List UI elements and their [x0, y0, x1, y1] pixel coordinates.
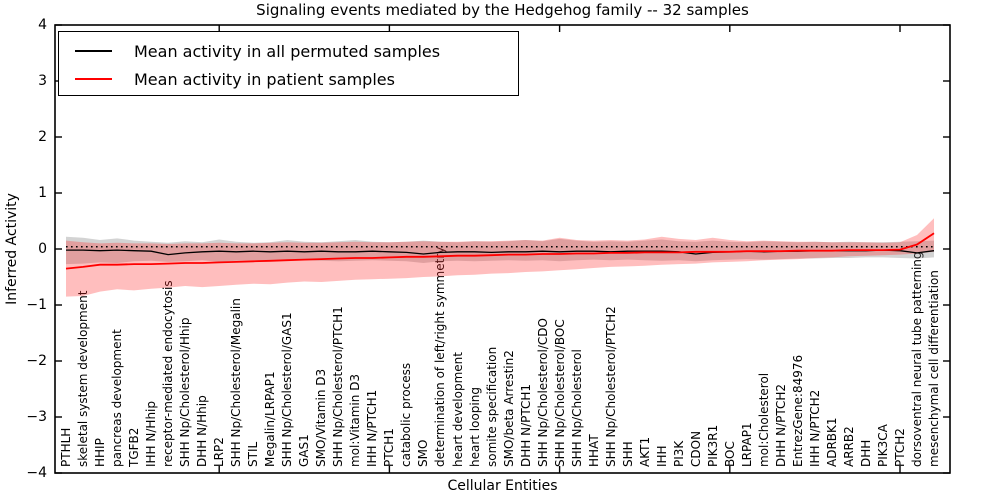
x-category-label: BOC	[722, 441, 737, 467]
legend-item-patient-mean: Mean activity in patient samples	[75, 65, 518, 93]
x-category-label: HHAT	[586, 434, 601, 467]
y-tick-label: −3	[26, 409, 47, 425]
x-category-label: TGFB2	[127, 427, 142, 467]
x-category-label: determination of left/right symmetry	[433, 246, 448, 467]
x-category-label: SMO/Vitamin D3	[314, 368, 329, 467]
x-category-label: IHH N/PTCH2	[807, 389, 822, 467]
x-category-label: LRP2	[212, 437, 227, 467]
x-category-label: DHH	[858, 439, 873, 467]
x-category-label: mol:Vitamin D3	[348, 373, 363, 467]
y-tick-label: −2	[26, 353, 47, 369]
x-category-label: ARRB2	[841, 426, 856, 467]
x-category-label: ADRBK1	[824, 417, 839, 467]
x-category-label: SHH Np/Cholesterol/PTCH2	[603, 306, 618, 467]
x-category-label: PI3K	[671, 440, 686, 467]
x-category-label: heart looping	[467, 387, 482, 467]
x-category-label: IHH N/Hhip	[144, 401, 159, 467]
x-category-label: PTCH2	[893, 428, 907, 467]
y-tick-label: 3	[38, 73, 47, 89]
x-category-label: SHH Np/Cholesterol/BOC	[552, 319, 567, 467]
x-category-label: SHH	[620, 441, 635, 467]
x-category-label: IHH	[654, 445, 669, 467]
legend-label-patient-mean: Mean activity in patient samples	[134, 69, 395, 89]
permuted-std-band	[66, 236, 934, 265]
y-tick-label: 4	[38, 17, 47, 33]
legend-line-black	[75, 50, 112, 52]
x-category-label: SHH Np/Cholesterol/Hhip	[178, 317, 193, 467]
x-category-label: HHIP	[93, 438, 107, 467]
x-category-label: SHH Np/Cholesterol/PTCH1	[331, 306, 346, 467]
y-tick-label: −4	[26, 465, 47, 481]
x-category-label: SHH Np/Cholesterol	[569, 349, 584, 467]
x-category-label: EntrezGene:84976	[790, 354, 805, 467]
x-category-label: STIL	[246, 441, 261, 467]
y-tick-label: 2	[38, 129, 47, 145]
x-category-label: AKT1	[637, 436, 652, 467]
legend-item-permuted-mean: Mean activity in all permuted samples	[75, 37, 518, 65]
x-category-label: CDON	[688, 430, 703, 467]
x-category-label: PTHLH	[59, 427, 73, 467]
y-tick-label: 0	[38, 241, 47, 257]
x-category-label: skeletal system development	[76, 290, 90, 467]
y-tick-label: −1	[26, 297, 47, 313]
x-category-label: DHH N/PTCH2	[773, 383, 788, 467]
x-category-label: PIK3R1	[705, 424, 720, 467]
x-category-label: DHH N/PTCH1	[518, 383, 533, 467]
x-axis-label: Cellular Entities	[447, 478, 558, 494]
x-category-label: GAS1	[297, 434, 312, 467]
x-category-label: PIK3CA	[875, 424, 890, 467]
x-category-label: SMO	[416, 439, 431, 467]
x-category-label: mesenchymal cell differentiation	[927, 270, 941, 467]
x-category-label: dorsoventral neural tube patterning	[910, 251, 924, 467]
patient-mean-line	[65, 232, 935, 270]
x-category-label: Megalin/LRPAP1	[263, 371, 278, 467]
x-category-label: pancreas development	[110, 329, 125, 467]
patient-std-band	[66, 218, 934, 297]
x-category-label: SHH Np/Cholesterol/CDO	[535, 318, 550, 467]
x-category-label: IHH N/PTCH1	[365, 389, 380, 467]
x-category-label: SHH Np/Cholesterol/Megalin	[229, 298, 244, 467]
legend: Mean activity in all permuted samples Me…	[58, 31, 519, 96]
x-category-label: receptor-mediated endocytosis	[161, 280, 176, 467]
x-category-label: mol:Cholesterol	[756, 372, 771, 467]
x-category-label: PTCH1	[382, 428, 397, 467]
y-tick-label: 1	[38, 185, 47, 201]
x-category-label: DHH N/Hhip	[195, 395, 210, 467]
x-category-label: SHH Np/Cholesterol/GAS1	[280, 312, 295, 467]
x-category-label: SMO/beta Arrestin2	[501, 350, 516, 467]
permuted-mean-line	[66, 249, 935, 256]
x-category-label: heart development	[450, 352, 465, 467]
chart-title: Signaling events mediated by the Hedgeho…	[256, 1, 749, 19]
x-category-label: somite specification	[484, 346, 499, 467]
legend-line-red	[75, 78, 112, 80]
x-category-label: LRPAP1	[739, 422, 754, 467]
legend-label-permuted-mean: Mean activity in all permuted samples	[134, 41, 441, 61]
x-category-label: catabolic process	[399, 362, 414, 467]
